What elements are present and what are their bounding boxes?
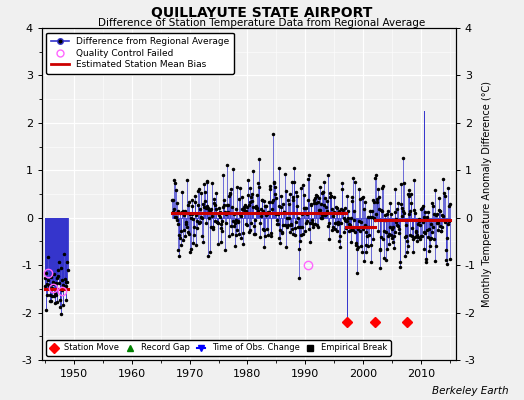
Text: QUILLAYUTE STATE AIRPORT: QUILLAYUTE STATE AIRPORT	[151, 6, 373, 20]
Legend: Station Move, Record Gap, Time of Obs. Change, Empirical Break: Station Move, Record Gap, Time of Obs. C…	[46, 340, 391, 356]
Text: Berkeley Earth: Berkeley Earth	[432, 386, 508, 396]
Text: Difference of Station Temperature Data from Regional Average: Difference of Station Temperature Data f…	[99, 18, 425, 28]
Y-axis label: Monthly Temperature Anomaly Difference (°C): Monthly Temperature Anomaly Difference (…	[482, 81, 492, 307]
